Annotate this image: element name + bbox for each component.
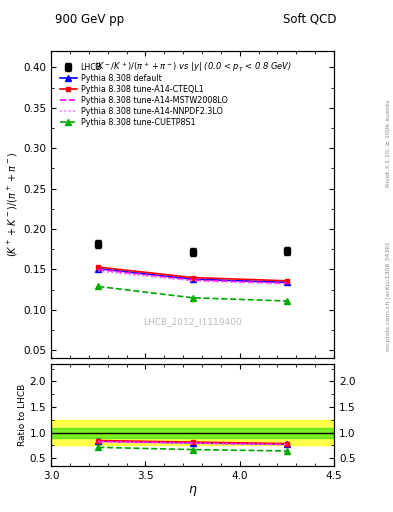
Pythia 8.308 tune-A14-MSTW2008LO	[96, 266, 101, 272]
Pythia 8.308 tune-A14-NNPDF2.3LO	[96, 268, 101, 274]
Pythia 8.308 default	[96, 266, 101, 272]
Text: Rivet 3.1.10, ≥ 100k events: Rivet 3.1.10, ≥ 100k events	[386, 99, 391, 187]
Pythia 8.308 tune-A14-CTEQL1	[96, 264, 101, 270]
Pythia 8.308 tune-CUETP8S1	[96, 283, 101, 289]
Pythia 8.308 tune-A14-CTEQL1	[285, 278, 289, 284]
Bar	[51, 420, 334, 445]
Pythia 8.308 default	[190, 276, 195, 282]
Pythia 8.308 tune-A14-MSTW2008LO	[190, 277, 195, 283]
Line: Pythia 8.308 tune-A14-MSTW2008LO: Pythia 8.308 tune-A14-MSTW2008LO	[98, 269, 287, 283]
Text: mcplots.cern.ch [arXiv:1306.3436]: mcplots.cern.ch [arXiv:1306.3436]	[386, 243, 391, 351]
Legend: LHCB, Pythia 8.308 default, Pythia 8.308 tune-A14-CTEQL1, Pythia 8.308 tune-A14-: LHCB, Pythia 8.308 default, Pythia 8.308…	[58, 61, 229, 129]
Text: Soft QCD: Soft QCD	[283, 13, 336, 26]
Text: 900 GeV pp: 900 GeV pp	[55, 13, 124, 26]
Line: Pythia 8.308 tune-CUETP8S1: Pythia 8.308 tune-CUETP8S1	[95, 284, 290, 304]
Pythia 8.308 tune-A14-MSTW2008LO	[285, 280, 289, 286]
Y-axis label: $(K^+ + K^-)/(\pi^+ + \pi^-)$: $(K^+ + K^-)/(\pi^+ + \pi^-)$	[6, 152, 20, 258]
Pythia 8.308 tune-A14-CTEQL1	[190, 274, 195, 281]
Y-axis label: Ratio to LHCB: Ratio to LHCB	[18, 383, 27, 446]
Line: Pythia 8.308 tune-A14-NNPDF2.3LO: Pythia 8.308 tune-A14-NNPDF2.3LO	[98, 271, 287, 284]
Pythia 8.308 tune-CUETP8S1	[285, 298, 289, 304]
Bar	[51, 428, 334, 438]
Text: $(K^-/K^+)/(\pi^++\pi^-)$ vs |y| (0.0 < p$_T$ < 0.8 GeV): $(K^-/K^+)/(\pi^++\pi^-)$ vs |y| (0.0 < …	[94, 60, 292, 74]
X-axis label: $\eta$: $\eta$	[188, 483, 197, 498]
Pythia 8.308 tune-A14-NNPDF2.3LO	[190, 278, 195, 284]
Pythia 8.308 default	[285, 280, 289, 286]
Line: Pythia 8.308 default: Pythia 8.308 default	[95, 266, 290, 285]
Line: Pythia 8.308 tune-A14-CTEQL1: Pythia 8.308 tune-A14-CTEQL1	[96, 265, 289, 283]
Pythia 8.308 tune-A14-NNPDF2.3LO	[285, 281, 289, 287]
Pythia 8.308 tune-CUETP8S1	[190, 295, 195, 301]
Text: LHCB_2012_I1119400: LHCB_2012_I1119400	[143, 317, 242, 326]
